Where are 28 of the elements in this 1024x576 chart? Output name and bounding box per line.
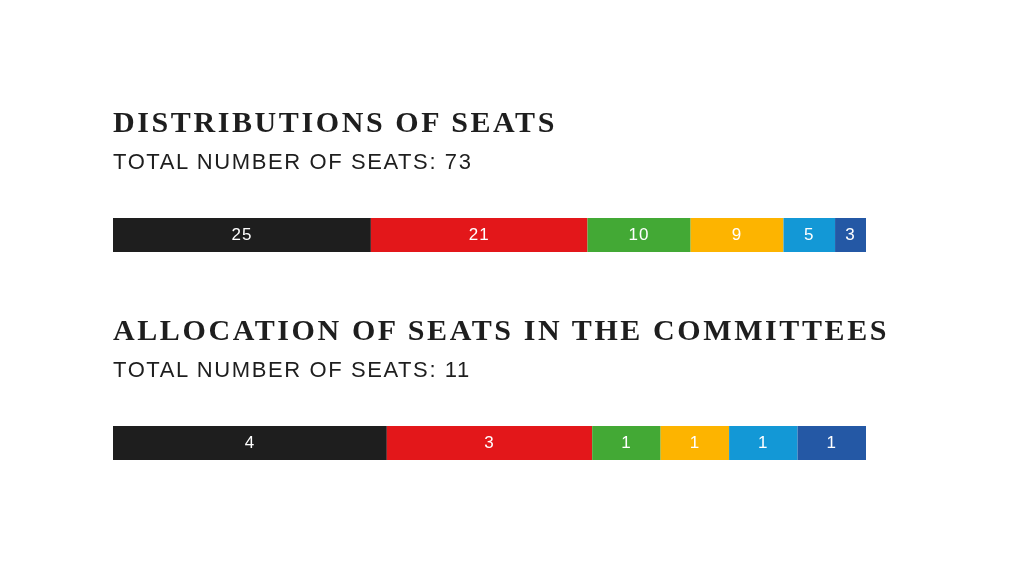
data-label: 25 [231, 225, 253, 244]
data-label: 1 [621, 433, 632, 452]
data-label: 5 [804, 225, 815, 244]
bar [660, 426, 730, 460]
data-label: 1 [826, 433, 838, 452]
data-label: 3 [845, 225, 856, 244]
bar [729, 426, 798, 460]
bar [835, 218, 866, 252]
data-label: 21 [468, 225, 490, 244]
bar [113, 218, 371, 252]
bar [592, 426, 661, 460]
bar [690, 218, 784, 252]
data-label: 10 [628, 225, 650, 244]
bar [386, 426, 593, 460]
chart-title: ALLOCATION OF SEATS IN THE COMMITTEES [113, 313, 890, 346]
data-label: 4 [244, 433, 256, 452]
bar [783, 218, 836, 252]
chart-title: DISTRIBUTIONS OF SEATS [113, 105, 557, 138]
data-label: 3 [484, 433, 495, 452]
bar [797, 426, 866, 460]
bar [113, 426, 387, 460]
data-label: 1 [689, 433, 701, 452]
chart-subtitle: TOTAL NUMBER OF SEATS: 11 [113, 357, 471, 382]
data-label: 9 [731, 225, 743, 244]
bar [370, 218, 588, 252]
bar [587, 218, 691, 252]
data-label: 1 [758, 433, 769, 452]
chart-subtitle: TOTAL NUMBER OF SEATS: 73 [113, 149, 473, 174]
